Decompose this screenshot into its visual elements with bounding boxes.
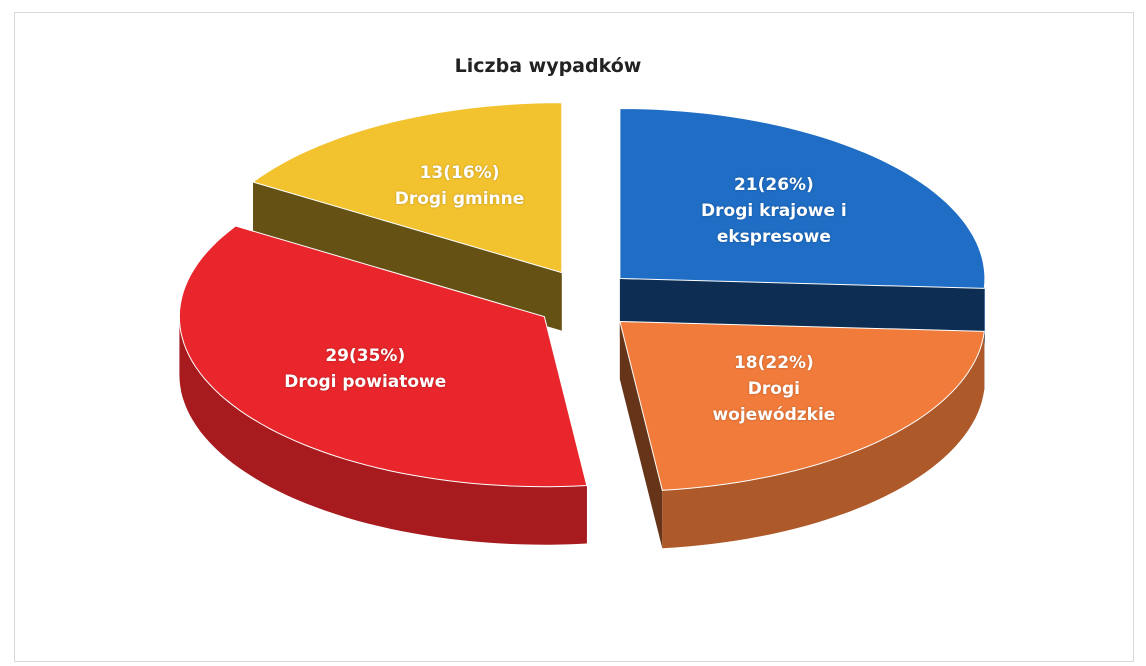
category-label: Drogi powiatowe — [284, 372, 447, 393]
data-label: 13(16%) Drogi gminne — [375, 160, 545, 212]
slice-wall — [984, 278, 985, 347]
value-label: 29(35%) — [325, 346, 406, 367]
slice-wall — [662, 331, 985, 549]
category-label: Drogi gminne — [394, 189, 525, 210]
slice — [178, 225, 588, 488]
value-label: 21(26%) — [733, 174, 814, 195]
chart-frame — [14, 12, 1134, 662]
slice — [251, 102, 563, 274]
value-label: 13(16%) — [419, 163, 500, 184]
category-label: Drogi wojewódzkie — [712, 379, 836, 426]
data-label: 29(35%) Drogi powiatowe — [265, 343, 465, 395]
slice-side — [253, 182, 562, 331]
slice — [619, 320, 985, 491]
slice — [619, 107, 986, 289]
slice-side — [619, 321, 663, 549]
data-label: 21(26%) Drogi krajowe i ekspresowe — [699, 172, 849, 250]
slice-wall — [179, 316, 587, 545]
value-label: 18(22%) — [733, 353, 814, 374]
data-label: 18(22%) Drogi wojewódzkie — [709, 350, 839, 428]
category-label: Drogi krajowe i ekspresowe — [701, 200, 847, 247]
chart-title: Liczba wypadków — [454, 55, 642, 77]
